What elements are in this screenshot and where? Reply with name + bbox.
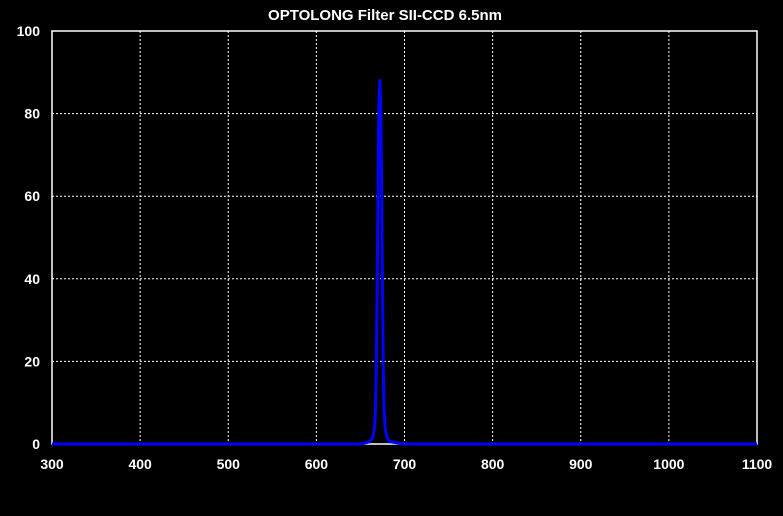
grid: [52, 31, 757, 444]
y-tick-label: 100: [17, 23, 41, 39]
x-tick-label: 900: [569, 456, 593, 472]
x-tick-label: 600: [305, 456, 329, 472]
y-tick-label: 80: [24, 106, 40, 122]
y-tick-label: 60: [24, 188, 40, 204]
x-tick-label: 500: [217, 456, 241, 472]
x-tick-label: 1100: [742, 456, 773, 472]
x-tick-label: 800: [481, 456, 505, 472]
y-tick-label: 40: [24, 271, 40, 287]
x-tick-labels: 300 400 500 600 700 800 900 1000 1100: [40, 456, 772, 472]
x-tick-label: 1000: [653, 456, 684, 472]
x-tick-label: 700: [393, 456, 417, 472]
y-tick-label: 0: [32, 436, 40, 452]
y-tick-labels: 0 20 40 60 80 100: [17, 23, 41, 452]
transmission-line: [52, 79, 757, 446]
x-tick-label: 400: [128, 456, 152, 472]
x-tick-label: 300: [40, 456, 64, 472]
y-tick-label: 20: [24, 353, 40, 369]
chart-title: OPTOLONG Filter SII-CCD 6.5nm: [268, 7, 502, 24]
series-layer: [52, 79, 757, 446]
